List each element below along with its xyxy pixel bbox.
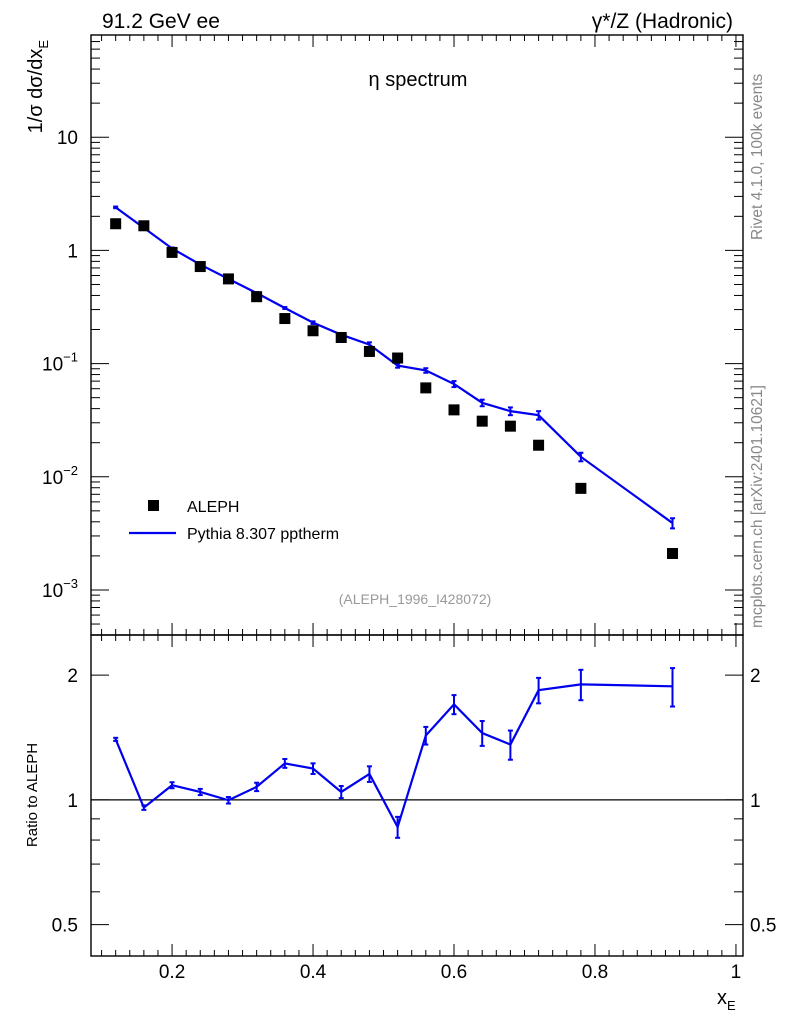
main-y-tick-labels: 10 1 10−1 10−2 10−3 bbox=[42, 128, 78, 602]
ratio-y-tick-label-right: 1 bbox=[750, 791, 761, 812]
header-right: γ*/Z (Hadronic) bbox=[592, 10, 733, 33]
x-label-text: x bbox=[717, 987, 727, 1009]
plot-title: η spectrum bbox=[369, 69, 468, 91]
ratio-y-tick-label-left: 1 bbox=[67, 791, 78, 812]
x-tick-label: 1 bbox=[731, 962, 742, 983]
ratio-y-tick-label-right: 2 bbox=[750, 666, 761, 687]
aleph-point bbox=[575, 482, 587, 494]
aleph-point bbox=[110, 218, 122, 230]
rivet-label: Rivet 4.1.0, 100k events bbox=[749, 73, 766, 240]
aleph-point bbox=[392, 352, 404, 364]
x-label-sub: E bbox=[727, 998, 736, 1013]
aleph-point bbox=[363, 345, 375, 357]
x-tick-label: 0.4 bbox=[300, 962, 327, 983]
main-y-label-sub: E bbox=[36, 40, 51, 49]
svg-text:xE: xE bbox=[717, 987, 736, 1013]
svg-text:1/σ dσ/dxE: 1/σ dσ/dxE bbox=[25, 40, 51, 134]
aleph-point bbox=[166, 246, 178, 258]
main-y-tick-label: 1 bbox=[67, 241, 78, 262]
main-y-tick-label: 10−3 bbox=[42, 576, 78, 602]
ratio-plot-frame bbox=[90, 634, 744, 957]
main-y-tick-label: 10−1 bbox=[42, 350, 78, 376]
ratio-y-tick-label-right: 0.5 bbox=[750, 916, 776, 937]
aleph-point bbox=[279, 313, 291, 325]
aleph-point bbox=[476, 415, 488, 427]
ratio-line bbox=[114, 683, 673, 830]
x-tick-label: 0.6 bbox=[441, 962, 467, 983]
main-ticks bbox=[91, 34, 743, 636]
legend-marker-aleph bbox=[148, 500, 159, 511]
main-y-label-text: 1/σ dσ/dx bbox=[25, 49, 47, 134]
legend-label-aleph: ALEPH bbox=[187, 499, 239, 516]
aleph-point bbox=[222, 273, 234, 285]
legend-label-pythia: Pythia 8.307 pptherm bbox=[187, 526, 339, 543]
main-y-tick-label: 10 bbox=[57, 128, 78, 149]
aleph-point bbox=[420, 382, 432, 394]
x-axis-label: xE bbox=[717, 987, 736, 1013]
ratio-y-tick-label-left: 0.5 bbox=[52, 916, 78, 937]
aleph-point bbox=[533, 439, 545, 451]
aleph-point bbox=[335, 332, 347, 344]
analysis-tag: (ALEPH_1996_I428072) bbox=[339, 591, 492, 607]
x-tick-label: 0.8 bbox=[582, 962, 608, 983]
mcplots-label: mcplots.cern.ch [arXiv:2401.10621] bbox=[749, 385, 766, 628]
ratio-y-axis-label: Ratio to ALEPH bbox=[24, 743, 41, 847]
main-data bbox=[110, 205, 679, 559]
x-tick-label: 0.2 bbox=[159, 962, 185, 983]
header-left: 91.2 GeV ee bbox=[102, 10, 220, 33]
ratio-ticks bbox=[91, 635, 743, 956]
ratio-data bbox=[113, 667, 676, 839]
main-plot-frame bbox=[90, 34, 744, 636]
main-y-tick-label: 10−2 bbox=[42, 463, 78, 489]
aleph-point bbox=[251, 291, 263, 303]
aleph-point bbox=[504, 420, 516, 432]
main-y-axis-label: 1/σ dσ/dxE bbox=[25, 40, 51, 134]
ratio-tick-labels: 0.5 0.5 1 1 2 2 0.2 0.4 0.6 0.8 1 bbox=[52, 666, 777, 983]
pythia-line bbox=[115, 206, 674, 524]
aleph-point bbox=[307, 325, 319, 337]
aleph-point bbox=[194, 261, 206, 273]
aleph-point bbox=[138, 220, 150, 232]
aleph-point bbox=[667, 547, 679, 559]
ratio-y-tick-label-left: 2 bbox=[67, 666, 78, 687]
aleph-point bbox=[448, 404, 460, 416]
legend: ALEPH Pythia 8.307 pptherm bbox=[129, 499, 339, 543]
